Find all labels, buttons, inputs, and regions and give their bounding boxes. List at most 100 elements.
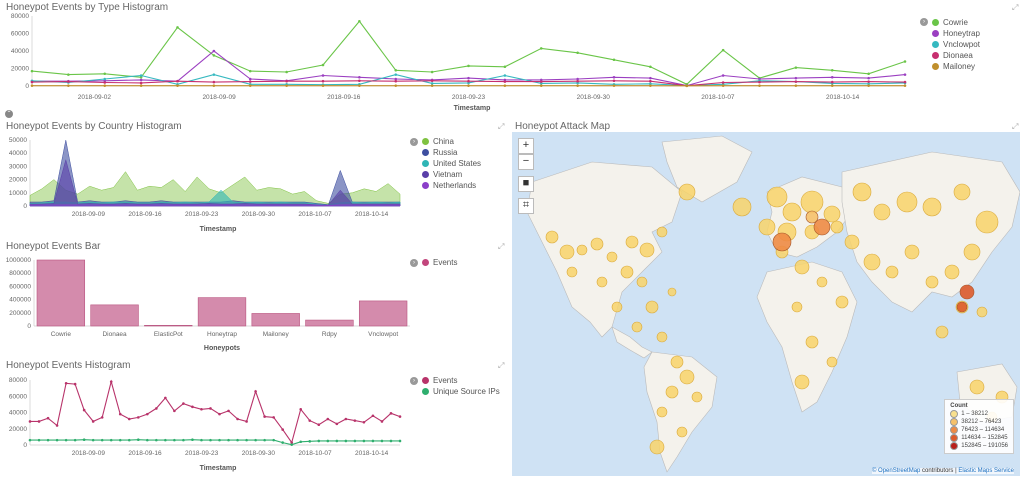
data-point bbox=[191, 405, 194, 409]
legend-item[interactable]: Russia bbox=[422, 147, 481, 158]
y-tick-label: 800000 bbox=[9, 270, 31, 277]
draw-rectangle-icon[interactable]: ■ bbox=[518, 176, 534, 192]
map-legend-item: 38212 – 76423 bbox=[950, 418, 1008, 426]
expand-icon[interactable]: ⤢ bbox=[1012, 122, 1019, 131]
data-point bbox=[344, 439, 348, 443]
fit-bounds-icon[interactable]: ⌗ bbox=[518, 198, 534, 214]
attack-marker bbox=[611, 301, 623, 313]
x-tick-label: ElasticPot bbox=[154, 331, 183, 338]
attack-marker bbox=[667, 287, 677, 297]
data-point bbox=[103, 81, 107, 84]
legend-item[interactable]: Vietnam bbox=[422, 169, 481, 180]
attack-marker bbox=[873, 203, 891, 221]
data-point bbox=[503, 74, 507, 77]
y-tick-label: 10000 bbox=[9, 190, 27, 197]
attack-marker bbox=[830, 220, 844, 234]
legend-color-dot bbox=[932, 19, 939, 26]
attack-marker bbox=[805, 335, 819, 349]
attack-marker bbox=[963, 243, 981, 261]
attack-marker bbox=[794, 259, 810, 275]
zoom-out-button[interactable]: − bbox=[518, 154, 534, 170]
attack-marker bbox=[975, 210, 999, 234]
data-point bbox=[182, 402, 185, 405]
legend-item[interactable]: Vnclowpot bbox=[932, 39, 980, 50]
legend-item[interactable]: Events bbox=[422, 375, 500, 386]
attack-marker bbox=[835, 295, 849, 309]
data-point bbox=[67, 73, 70, 76]
attack-marker bbox=[863, 253, 881, 271]
type-histogram-panel: Honeypot Events by Type Histogram ⤢ 8000… bbox=[0, 0, 1024, 112]
data-point bbox=[100, 416, 104, 419]
attack-marker bbox=[645, 300, 659, 314]
data-point bbox=[867, 84, 870, 87]
attack-marker bbox=[904, 244, 920, 260]
data-point bbox=[139, 84, 143, 87]
data-point bbox=[46, 416, 50, 420]
expand-icon[interactable]: ⤢ bbox=[498, 242, 505, 251]
expand-icon[interactable]: ⤢ bbox=[498, 122, 505, 131]
map-legend-item: 1 – 38212 bbox=[950, 410, 1008, 418]
data-point bbox=[394, 73, 398, 76]
legend-item[interactable]: Dionaea bbox=[932, 50, 980, 61]
data-point bbox=[103, 84, 107, 87]
osm-link[interactable]: © OpenStreetMap bbox=[871, 468, 921, 474]
data-point bbox=[118, 412, 122, 416]
legend-item[interactable]: Honeytrap bbox=[932, 28, 980, 39]
legend-color-dot bbox=[422, 138, 429, 145]
legend-item[interactable]: United States bbox=[422, 158, 481, 169]
data-point bbox=[218, 412, 221, 416]
y-tick-label: 60000 bbox=[9, 393, 27, 400]
collapse-icon[interactable]: ⌃ bbox=[5, 110, 13, 118]
expand-icon[interactable]: ⤢ bbox=[1012, 3, 1019, 12]
attack-marker bbox=[639, 242, 655, 258]
events-histogram-panel: Honeypot Events Histogram ⤢ 80000 60000 40… bbox=[0, 358, 510, 478]
legend-item[interactable]: Events bbox=[422, 257, 457, 268]
data-point bbox=[649, 84, 652, 87]
data-point bbox=[758, 80, 761, 84]
data-point bbox=[308, 419, 312, 422]
data-point bbox=[64, 381, 68, 385]
attack-marker bbox=[959, 284, 975, 300]
data-point bbox=[317, 439, 321, 443]
legend-item[interactable]: China bbox=[422, 136, 481, 147]
attack-marker bbox=[606, 251, 618, 263]
data-point bbox=[37, 438, 41, 442]
data-point bbox=[218, 438, 221, 442]
bar bbox=[358, 300, 408, 327]
legend-label: United States bbox=[433, 159, 482, 168]
legend-toggle-icon[interactable]: › bbox=[410, 259, 418, 267]
map-legend-label: 114634 – 152845 bbox=[961, 435, 1008, 441]
expand-icon[interactable]: ⤢ bbox=[498, 361, 505, 370]
data-point bbox=[127, 417, 131, 421]
legend-item[interactable]: Unique Source IPs bbox=[422, 386, 500, 397]
data-point bbox=[64, 438, 68, 442]
legend-item[interactable]: Cowrie bbox=[932, 17, 980, 28]
data-point bbox=[758, 84, 761, 87]
data-point bbox=[46, 438, 50, 442]
legend-toggle-icon[interactable]: › bbox=[410, 377, 418, 385]
data-point bbox=[209, 438, 212, 442]
attack-map[interactable]: + − ■ ⌗ Count 1 – 38212 38212 – 76423 7642… bbox=[512, 132, 1020, 476]
legend-color-dot bbox=[422, 259, 429, 266]
legend-toggle-icon[interactable]: › bbox=[920, 18, 928, 26]
legend-item[interactable]: Mailoney bbox=[932, 61, 980, 72]
data-point bbox=[30, 80, 34, 84]
data-point bbox=[212, 73, 216, 76]
y-tick-labels: 80000 60000 40000 20000 0 bbox=[11, 13, 29, 90]
legend-toggle-icon[interactable]: › bbox=[410, 138, 418, 146]
panel-title: Honeypot Events Bar bbox=[6, 241, 101, 252]
x-tick-label: 2018-09-09 bbox=[72, 211, 106, 218]
ems-link[interactable]: Elastic Maps Service bbox=[958, 468, 1014, 474]
data-point bbox=[830, 80, 834, 84]
map-legend-swatch bbox=[950, 434, 959, 442]
data-point bbox=[794, 80, 798, 83]
legend-item[interactable]: Netherlands bbox=[422, 180, 481, 191]
legend-label: Events bbox=[433, 258, 458, 267]
data-point bbox=[281, 441, 284, 444]
legend-label: Cowrie bbox=[943, 18, 968, 27]
data-point bbox=[191, 438, 194, 442]
data-point bbox=[103, 72, 107, 76]
zoom-in-button[interactable]: + bbox=[518, 138, 534, 154]
legend-color-dot bbox=[422, 171, 429, 178]
